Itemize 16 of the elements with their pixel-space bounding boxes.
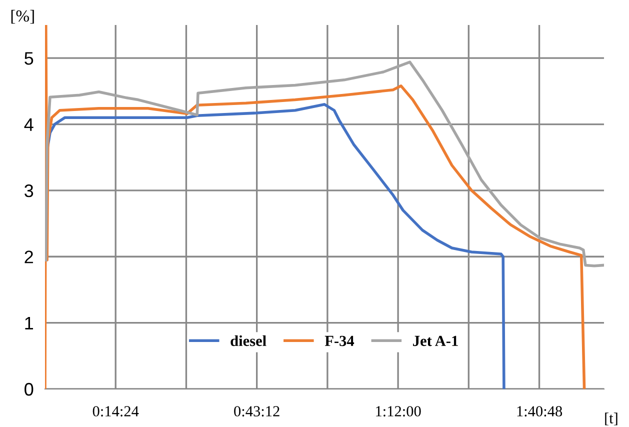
legend-label: diesel — [230, 335, 266, 346]
y-tick-label: 5 — [24, 52, 34, 65]
y-tick-label: 4 — [24, 118, 34, 131]
x-axis-title: [t] — [605, 412, 618, 426]
x-tick-label: 1:40:48 — [517, 406, 562, 416]
x-tick-label: 0:43:12 — [234, 406, 280, 416]
y-tick-label: 3 — [24, 184, 34, 198]
legend-label: Jet A-1 — [413, 336, 458, 346]
x-tick-label: 1:12:00 — [376, 406, 421, 416]
y-tick-label: 1 — [25, 316, 34, 330]
y-tick-label: 0 — [24, 382, 34, 396]
legend-label: F-34 — [324, 336, 354, 346]
line-series — [45, 60, 604, 268]
y-tick-label: 2 — [24, 250, 33, 264]
y-axis-title: [%] — [11, 10, 34, 24]
x-tick-label: 0:14:24 — [92, 406, 139, 416]
